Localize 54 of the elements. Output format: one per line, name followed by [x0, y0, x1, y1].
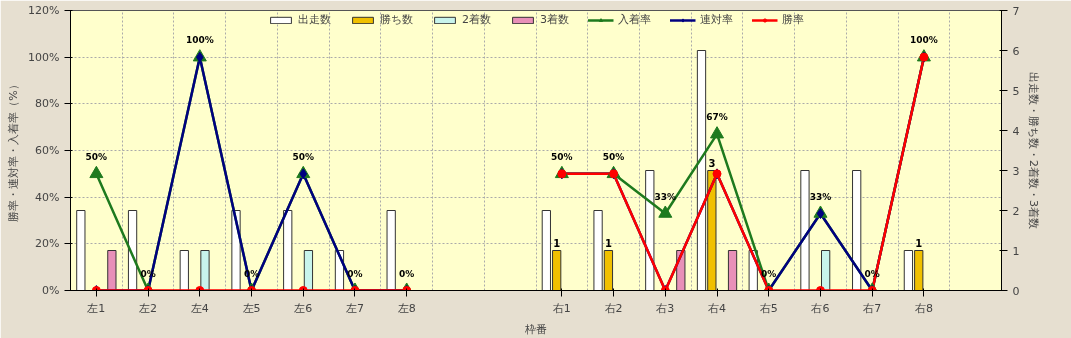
y2-tick-label: 5: [1012, 84, 1020, 98]
x-tick-label: 右6: [811, 301, 830, 315]
y2-axis-title: 出走数・勝ち数・2着数・3着数: [1027, 72, 1041, 229]
x-tick-label: 右3: [656, 301, 675, 315]
x-tick-label: 右1: [552, 301, 571, 315]
data-label: 1: [604, 237, 612, 249]
y-tick-label: 40%: [35, 190, 60, 204]
y2-tick-label: 1: [1012, 244, 1020, 258]
y2-tick-label: 2: [1012, 204, 1020, 218]
data-label: 100%: [910, 35, 938, 46]
y-tick-label: 0%: [42, 284, 60, 297]
legend-label: 3着数: [540, 12, 569, 27]
y2-tick-label: 7: [1012, 4, 1020, 18]
data-label: 33%: [809, 191, 832, 202]
x-tick-label: 左5: [242, 301, 261, 315]
y-tick-label: 20%: [35, 237, 60, 251]
x-tick-label: 左8: [397, 301, 416, 315]
legend-label: 入着率: [618, 12, 651, 27]
x-tick-label: 左7: [345, 301, 364, 315]
x-tick-label: 左1: [87, 301, 106, 315]
y-tick-label: 60%: [35, 144, 60, 157]
legend-label: 出走数: [298, 12, 331, 27]
y-axis-title: 勝率・連対率・入着率（%）: [7, 79, 21, 222]
x-tick-label: 左6: [294, 301, 313, 315]
y-tick-label: 120%: [28, 4, 60, 17]
data-label: 50%: [551, 151, 573, 162]
data-label: 100%: [185, 35, 214, 46]
legend-label: 連対率: [700, 12, 733, 27]
x-tick-label: 右8: [914, 301, 933, 315]
data-label: 50%: [602, 151, 625, 162]
x-tick-label: 右2: [604, 301, 623, 315]
y2-tick-label: 3: [1012, 164, 1020, 178]
data-label: 67%: [706, 112, 728, 123]
data-label: 33%: [654, 191, 677, 202]
y2-tick-label: 0: [1012, 284, 1020, 298]
x-tick-label: 左2: [139, 301, 158, 315]
data-label: 50%: [85, 151, 108, 162]
legend-label: 勝率: [782, 12, 804, 27]
y2-tick-label: 6: [1012, 44, 1020, 58]
data-label: 1: [553, 237, 561, 249]
y-tick-label: 100%: [28, 50, 60, 64]
x-tick-label: 右5: [759, 301, 778, 315]
legend-label: 2着数: [462, 12, 491, 27]
y-tick-label: 80%: [35, 97, 60, 111]
x-axis-title: 枠番: [524, 322, 547, 336]
y2-tick-label: 4: [1012, 124, 1020, 138]
x-tick-label: 右7: [863, 301, 882, 315]
data-label: 0%: [399, 268, 415, 279]
x-tick-label: 左4: [190, 301, 209, 315]
data-label: 3: [708, 157, 716, 169]
legend-label: 勝ち数: [380, 12, 413, 27]
data-label: 1: [915, 237, 923, 249]
x-tick-label: 右4: [708, 301, 727, 315]
data-label: 50%: [292, 151, 315, 162]
